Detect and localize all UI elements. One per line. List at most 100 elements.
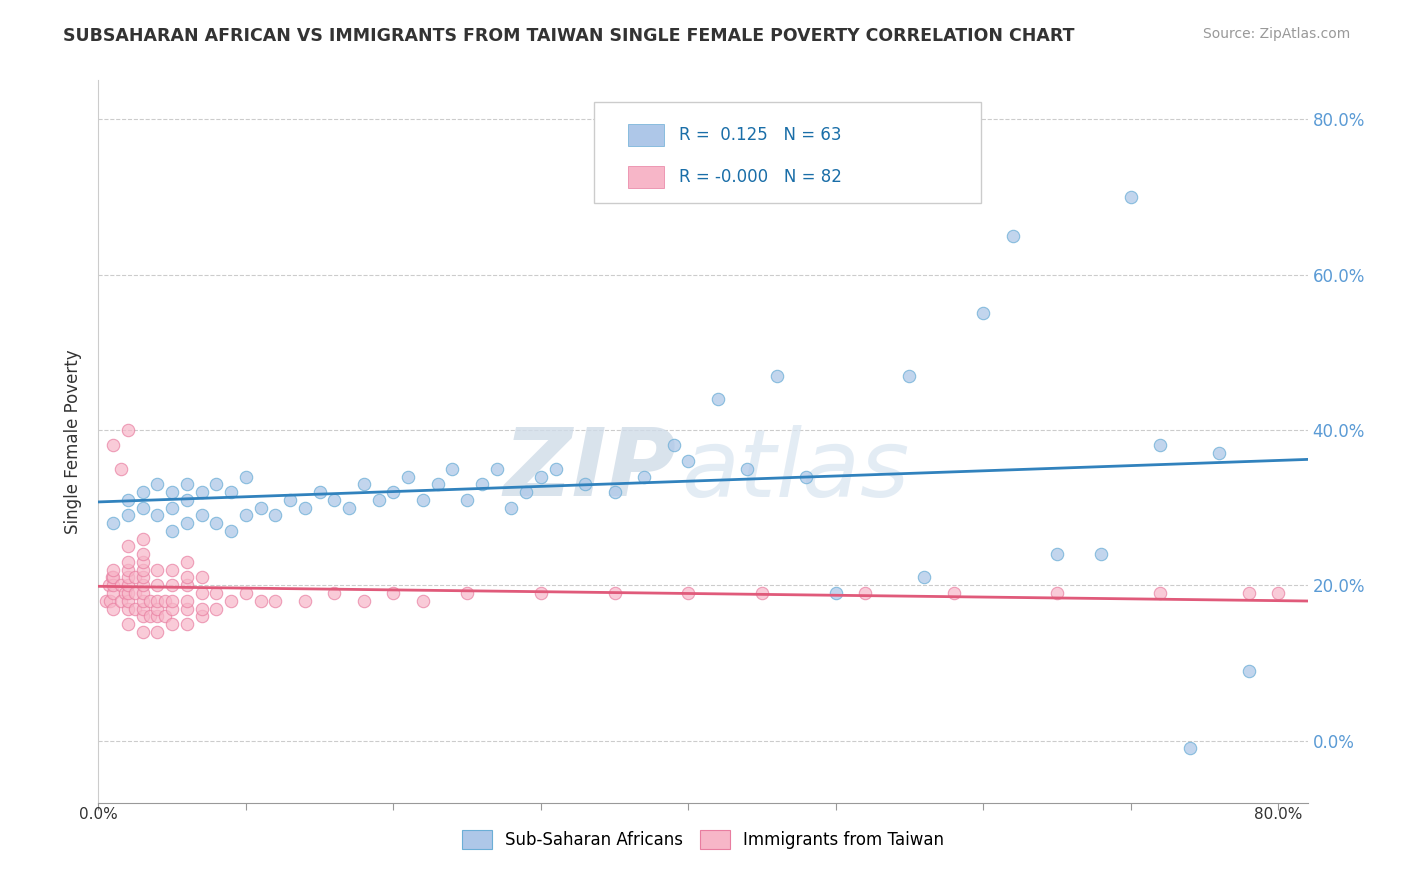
Text: atlas: atlas	[682, 425, 910, 516]
Point	[117, 563, 139, 577]
Text: R = -0.000   N = 82: R = -0.000 N = 82	[679, 168, 842, 186]
Point	[574, 477, 596, 491]
Point	[278, 492, 301, 507]
Text: Source: ZipAtlas.com: Source: ZipAtlas.com	[1202, 27, 1350, 41]
Point	[219, 594, 242, 608]
Point	[146, 563, 169, 577]
Point	[678, 454, 700, 468]
FancyBboxPatch shape	[628, 166, 664, 187]
Point	[235, 508, 257, 523]
Point	[190, 601, 212, 615]
Point	[131, 578, 153, 592]
Point	[176, 578, 198, 592]
Point	[160, 485, 183, 500]
Point	[131, 594, 153, 608]
Point	[176, 516, 198, 530]
Point	[603, 586, 626, 600]
Point	[824, 586, 846, 600]
Point	[1178, 741, 1201, 756]
Point	[678, 586, 700, 600]
Point	[110, 594, 132, 608]
Point	[117, 492, 139, 507]
Point	[205, 516, 228, 530]
Point	[1208, 446, 1230, 460]
Point	[131, 563, 153, 577]
Point	[114, 586, 136, 600]
Point	[633, 469, 655, 483]
Point	[176, 570, 198, 584]
Point	[353, 477, 375, 491]
Point	[942, 586, 965, 600]
Point	[160, 500, 183, 515]
Point	[131, 532, 153, 546]
Point	[98, 594, 121, 608]
Point	[530, 586, 553, 600]
Point	[117, 601, 139, 615]
Point	[146, 609, 169, 624]
Point	[205, 477, 228, 491]
Point	[117, 586, 139, 600]
Point	[264, 508, 287, 523]
Point	[176, 594, 198, 608]
Point	[153, 609, 176, 624]
Point	[117, 617, 139, 632]
Point	[190, 609, 212, 624]
Text: 80.0%: 80.0%	[1254, 806, 1302, 822]
Point	[131, 555, 153, 569]
Point	[662, 438, 685, 452]
Point	[110, 578, 132, 592]
Point	[794, 469, 817, 483]
Point	[530, 469, 553, 483]
Point	[117, 540, 139, 554]
Point	[97, 578, 120, 592]
Point	[131, 601, 153, 615]
Point	[190, 508, 212, 523]
Point	[131, 624, 153, 639]
Point	[117, 508, 139, 523]
Point	[1149, 438, 1171, 452]
Point	[153, 594, 176, 608]
Point	[912, 570, 935, 584]
Point	[323, 586, 346, 600]
Point	[515, 485, 537, 500]
Point	[176, 492, 198, 507]
Point	[100, 570, 122, 584]
Point	[456, 586, 478, 600]
Point	[544, 461, 567, 475]
Point	[367, 492, 389, 507]
Text: R =  0.125   N = 63: R = 0.125 N = 63	[679, 126, 841, 145]
Point	[139, 609, 162, 624]
Point	[294, 594, 316, 608]
Point	[131, 586, 153, 600]
Point	[972, 306, 994, 320]
Point	[110, 461, 132, 475]
Point	[382, 485, 405, 500]
Point	[160, 563, 183, 577]
Text: 0.0%: 0.0%	[79, 806, 118, 822]
Point	[765, 368, 787, 383]
Point	[131, 570, 153, 584]
Point	[176, 617, 198, 632]
Point	[160, 617, 183, 632]
Point	[1046, 547, 1069, 561]
Point	[501, 500, 523, 515]
Point	[441, 461, 464, 475]
Point	[117, 570, 139, 584]
Point	[124, 586, 146, 600]
Text: ZIP: ZIP	[503, 425, 676, 516]
Point	[751, 586, 773, 600]
Point	[101, 570, 124, 584]
Point	[160, 578, 183, 592]
Point	[139, 594, 162, 608]
Point	[176, 477, 198, 491]
Point	[264, 594, 287, 608]
Legend: Sub-Saharan Africans, Immigrants from Taiwan: Sub-Saharan Africans, Immigrants from Ta…	[456, 823, 950, 856]
Point	[1237, 664, 1260, 678]
Point	[1119, 190, 1142, 204]
Point	[124, 601, 146, 615]
Point	[485, 461, 508, 475]
Point	[603, 485, 626, 500]
Point	[219, 485, 242, 500]
Point	[294, 500, 316, 515]
Point	[235, 586, 257, 600]
